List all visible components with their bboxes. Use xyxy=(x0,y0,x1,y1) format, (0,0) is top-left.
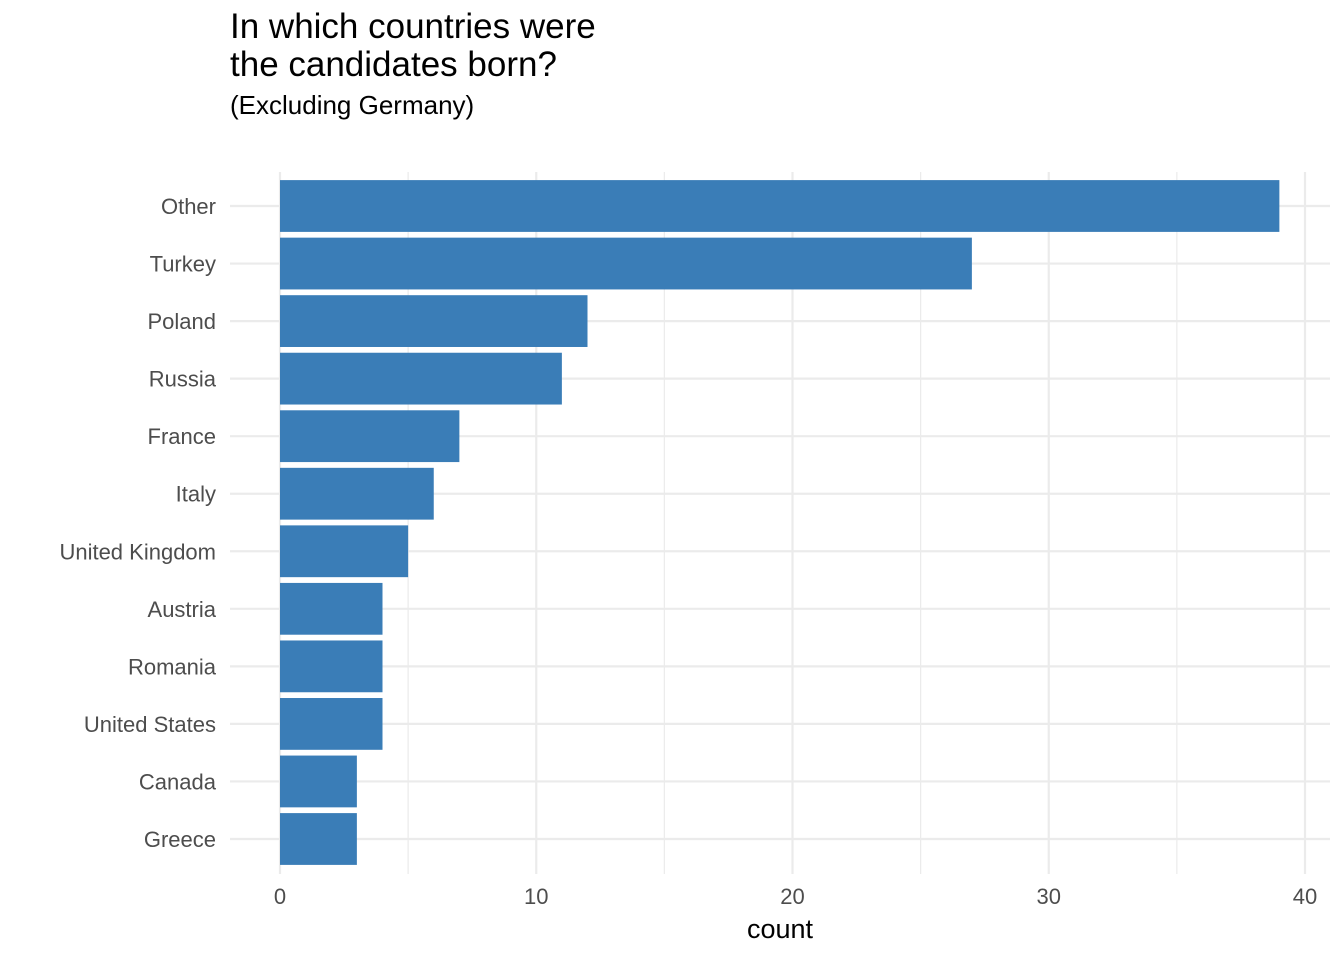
y-tick-label: Other xyxy=(161,194,216,219)
x-tick-label: 10 xyxy=(524,884,548,909)
bar-united-states xyxy=(280,698,383,750)
bar-italy xyxy=(280,467,434,520)
x-tick-label: 40 xyxy=(1293,884,1317,909)
bar-united-kingdom xyxy=(280,525,409,578)
bar-poland xyxy=(280,295,588,347)
chart-title-line-1: In which countries were xyxy=(230,7,596,46)
x-axis-title: count xyxy=(747,914,814,944)
y-tick-label: France xyxy=(148,424,216,449)
label-layer: Other Turkey Poland Russia France Italy United… xyxy=(59,194,1317,909)
y-tick-label: Poland xyxy=(147,309,216,334)
y-tick-label: Russia xyxy=(149,367,217,392)
chart-subtitle: (Excluding Germany) xyxy=(230,90,475,120)
x-tick-label: 20 xyxy=(780,884,804,909)
bar-other xyxy=(280,180,1280,232)
chart-title: In which countries were the candidates b… xyxy=(230,8,596,84)
y-tick-label: Austria xyxy=(148,597,217,622)
bar-greece xyxy=(280,813,357,865)
chart-title-block: In which countries were the candidates b… xyxy=(230,8,596,121)
y-tick-label: Italy xyxy=(176,482,216,507)
y-tick-label: Greece xyxy=(144,827,216,852)
y-tick-label: United Kingdom xyxy=(59,539,216,564)
x-tick-label: 0 xyxy=(274,884,286,909)
bar-russia xyxy=(280,352,562,405)
y-tick-label: United States xyxy=(84,712,216,737)
bar-austria xyxy=(280,582,383,635)
chart-title-line-2: the candidates born? xyxy=(230,45,557,84)
bar-france xyxy=(280,410,460,463)
y-tick-label: Romania xyxy=(128,654,217,679)
y-tick-label: Turkey xyxy=(150,252,216,277)
bar-turkey xyxy=(280,237,972,290)
x-tick-label: 30 xyxy=(1037,884,1061,909)
bar-canada xyxy=(280,755,357,808)
bar-romania xyxy=(280,640,383,693)
bar-layer xyxy=(280,180,1280,865)
y-tick-label: Canada xyxy=(139,769,217,794)
